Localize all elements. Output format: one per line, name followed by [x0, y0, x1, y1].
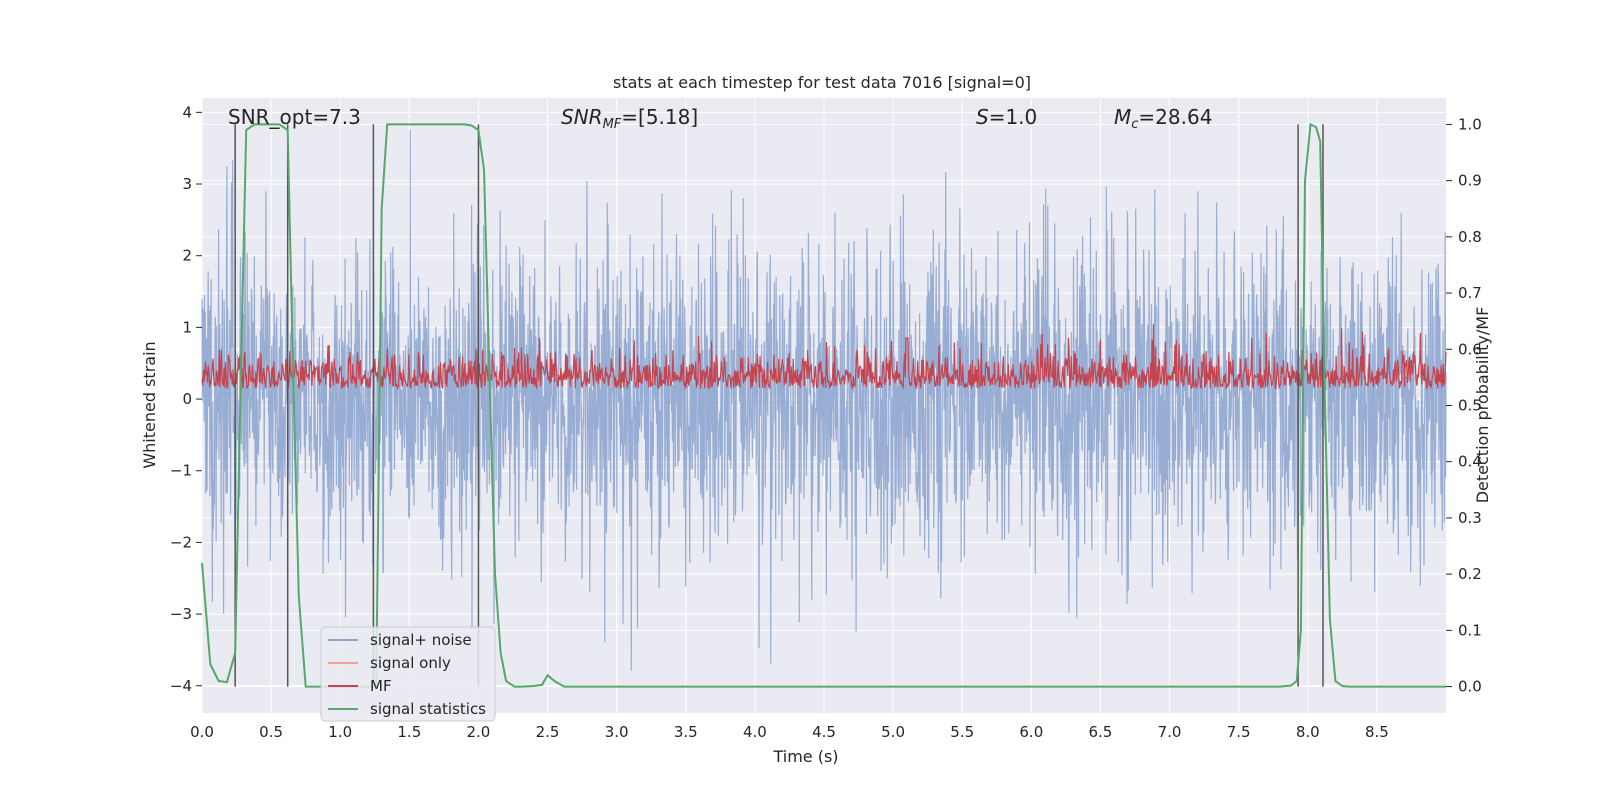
x-tick-label: 8.5 [1365, 723, 1389, 741]
y-tick-label-right: 0.6 [1458, 340, 1482, 358]
y-tick-label-right: 0.5 [1458, 397, 1482, 415]
x-axis-label: Time (s) [772, 747, 838, 766]
y-tick-label-left: −4 [170, 677, 192, 695]
legend-item-signal-statistics: signal statistics [370, 700, 486, 718]
x-tick-label: 5.0 [881, 723, 905, 741]
legend-item-noise: signal+ noise [370, 631, 472, 649]
y-axis-label-right: Detection probability/MF [1473, 307, 1492, 504]
x-tick-label: 2.5 [536, 723, 560, 741]
x-tick-label: 8.0 [1296, 723, 1320, 741]
x-tick-label: 1.5 [397, 723, 421, 741]
x-tick-label: 6.5 [1089, 723, 1113, 741]
y-tick-label-right: 0.8 [1458, 228, 1482, 246]
x-tick-label: 7.5 [1227, 723, 1251, 741]
annotation-snr-opt: SNR_opt=7.3 [228, 105, 361, 129]
chart-title: stats at each timestep for test data 701… [613, 73, 1031, 92]
annotation-snr-mf: SNRMF=[5.18] [561, 105, 698, 132]
noise-series [201, 129, 1447, 671]
x-tick-label: 5.5 [950, 723, 974, 741]
annotation-s: S=1.0 [976, 105, 1037, 129]
y-axis-label-left: Whitened strain [140, 341, 159, 468]
y-tick-label-right: 0.0 [1458, 678, 1482, 696]
signal-statistics-line [201, 122, 1446, 688]
y-tick-label-right: 0.9 [1458, 172, 1482, 190]
x-tick-label: 0.0 [190, 723, 214, 741]
y-tick-label-right: 0.7 [1458, 284, 1482, 302]
legend: signal+ noise signal only MF signal stat… [320, 626, 496, 722]
x-tick-label: 7.0 [1158, 723, 1182, 741]
legend-item-signal-only: signal only [370, 654, 451, 672]
x-ticks: 0.0 0.5 1.0 1.5 2.0 2.5 3.0 3.5 4.0 4.5 5.0 5.5 6.0 6… [190, 723, 1389, 741]
annotation-mc: Mc=28.64 [1114, 105, 1212, 132]
signal-statistics-series [201, 122, 1446, 688]
x-tick-label: 3.5 [674, 723, 698, 741]
x-tick-label: 6.0 [1019, 723, 1043, 741]
x-tick-label: 0.5 [259, 723, 283, 741]
y-ticks-left: −4 −3 −2 −1 0 1 2 3 4 [170, 103, 202, 695]
y-tick-label-left: 0 [182, 390, 192, 408]
legend-box [320, 626, 496, 722]
x-tick-label: 4.0 [743, 723, 767, 741]
x-tick-label: 1.0 [328, 723, 352, 741]
mf-line [201, 324, 1447, 391]
noise-line [201, 129, 1447, 671]
y-tick-label-left: 4 [182, 103, 192, 121]
x-tick-label: 2.0 [467, 723, 491, 741]
x-tick-label: 3.0 [605, 723, 629, 741]
vertical-lines [234, 124, 1324, 687]
x-tick-label: 4.5 [812, 723, 836, 741]
y-tick-label-right: 0.2 [1458, 565, 1482, 583]
mf-series [201, 324, 1447, 391]
y-ticks-right: 0.0 0.1 0.2 0.3 0.4 0.5 0.6 0.7 0.8 0.9 1.0 [1446, 115, 1482, 696]
y-tick-label-right: 0.4 [1458, 453, 1482, 471]
y-tick-label-left: 1 [182, 318, 192, 336]
y-tick-label-left: −3 [170, 605, 192, 623]
y-tick-label-right: 1.0 [1458, 115, 1482, 133]
y-tick-label-left: −1 [170, 462, 192, 480]
legend-item-mf: MF [370, 677, 392, 695]
y-tick-label-right: 0.3 [1458, 509, 1482, 527]
y-tick-label-left: −2 [170, 533, 192, 551]
y-tick-label-left: 2 [182, 247, 192, 265]
y-tick-label-left: 3 [182, 175, 192, 193]
y-tick-label-right: 0.1 [1458, 621, 1482, 639]
